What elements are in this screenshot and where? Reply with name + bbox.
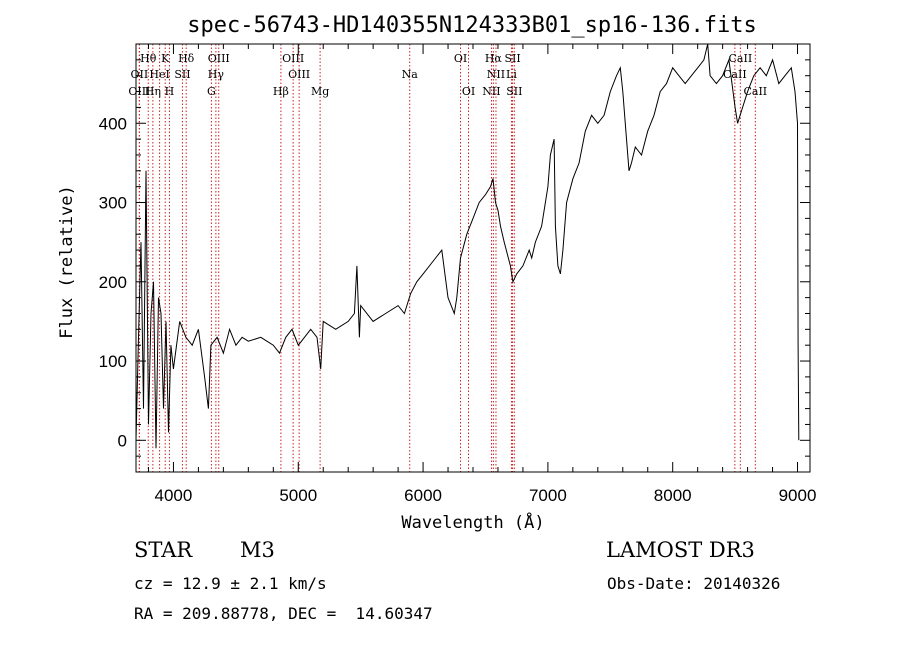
line-label-7: SII bbox=[504, 52, 520, 65]
line-label-1: K bbox=[161, 52, 170, 65]
y-axis: 0 100 200 300 400 bbox=[99, 59, 810, 457]
chart-title: spec-56743-HD140355N124333B01_sp16-136.f… bbox=[187, 13, 757, 38]
y-tick-label-300: 300 bbox=[99, 194, 127, 213]
object-class: STAR bbox=[134, 538, 193, 562]
line-label-2: Hδ bbox=[178, 52, 195, 65]
line-label-8: CaII bbox=[729, 52, 753, 65]
line-label-9: OII bbox=[131, 68, 149, 81]
line-label-21: G bbox=[207, 85, 216, 98]
x-tick-label-4000: 4000 bbox=[155, 486, 193, 505]
line-label-17: CaII bbox=[723, 68, 747, 81]
x-axis-label: Wavelength (Å) bbox=[401, 511, 544, 533]
x-tick-label-8000: 8000 bbox=[654, 486, 692, 505]
x-tick-label-9000: 9000 bbox=[779, 486, 817, 505]
line-label-13: OIII bbox=[288, 68, 310, 81]
plot-frame bbox=[135, 43, 811, 473]
survey-name: LAMOST DR3 bbox=[606, 538, 755, 562]
line-label-22: Hβ bbox=[273, 85, 289, 98]
line-label-16: Li bbox=[506, 68, 517, 81]
x-tick-label-7000: 7000 bbox=[529, 486, 567, 505]
line-label-3: OIII bbox=[208, 52, 230, 65]
x-tick-label-6000: 6000 bbox=[404, 486, 442, 505]
spectrum-series bbox=[135, 43, 800, 449]
y-tick-label-0: 0 bbox=[118, 431, 127, 450]
y-tick-label-100: 100 bbox=[99, 352, 127, 371]
line-label-20: H bbox=[165, 85, 175, 98]
coordinates-line: RA = 209.88778, DEC = 14.60347 bbox=[134, 604, 433, 623]
spectral-line-markers bbox=[138, 44, 756, 472]
redshift-line: cz = 12.9 ± 2.1 km/s bbox=[134, 574, 327, 593]
x-tick-label-5000: 5000 bbox=[279, 486, 317, 505]
line-label-25: NII bbox=[482, 85, 500, 98]
y-tick-label-400: 400 bbox=[99, 114, 127, 133]
line-label-26: SII bbox=[506, 85, 522, 98]
line-label-15: NII bbox=[487, 68, 505, 81]
line-label-0: Hθ bbox=[140, 52, 157, 65]
line-label-11: SII bbox=[174, 68, 190, 81]
line-label-4: OIII bbox=[282, 52, 304, 65]
line-label-23: Mg bbox=[311, 85, 329, 98]
y-tick-label-200: 200 bbox=[99, 273, 127, 292]
obs-date-line: Obs-Date: 20140326 bbox=[607, 574, 781, 593]
line-label-12: Hγ bbox=[208, 68, 225, 81]
line-label-24: OI bbox=[462, 85, 475, 98]
line-label-19: Hη bbox=[145, 85, 161, 98]
line-label-14: Na bbox=[402, 68, 419, 81]
x-axis: 4000 5000 6000 7000 8000 9000 bbox=[147, 44, 817, 505]
line-label-5: OI bbox=[454, 52, 467, 65]
line-label-10: HeI bbox=[149, 68, 169, 81]
object-subclass: M3 bbox=[240, 538, 275, 562]
line-label-27: CaII bbox=[743, 85, 767, 98]
spectrum-chart: spec-56743-HD140355N124333B01_sp16-136.f… bbox=[57, 13, 817, 533]
line-label-6: Hα bbox=[485, 52, 503, 65]
y-axis-label: Flux (relative) bbox=[57, 185, 77, 339]
